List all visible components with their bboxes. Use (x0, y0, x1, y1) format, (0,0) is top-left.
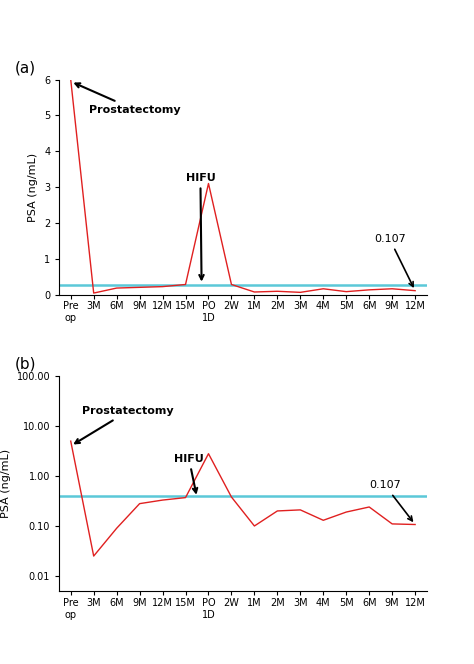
Text: 0.107: 0.107 (369, 480, 412, 521)
Y-axis label: PSA (ng/mL): PSA (ng/mL) (1, 449, 11, 518)
Text: HIFU: HIFU (174, 454, 204, 493)
Text: (a): (a) (15, 60, 36, 76)
Text: 0.107: 0.107 (374, 234, 413, 286)
Text: Prostatectomy: Prostatectomy (75, 406, 174, 444)
Text: Prostatectomy: Prostatectomy (75, 83, 181, 115)
Y-axis label: PSA (ng/mL): PSA (ng/mL) (28, 153, 38, 222)
Text: HIFU: HIFU (185, 173, 215, 280)
Text: (b): (b) (15, 357, 36, 372)
